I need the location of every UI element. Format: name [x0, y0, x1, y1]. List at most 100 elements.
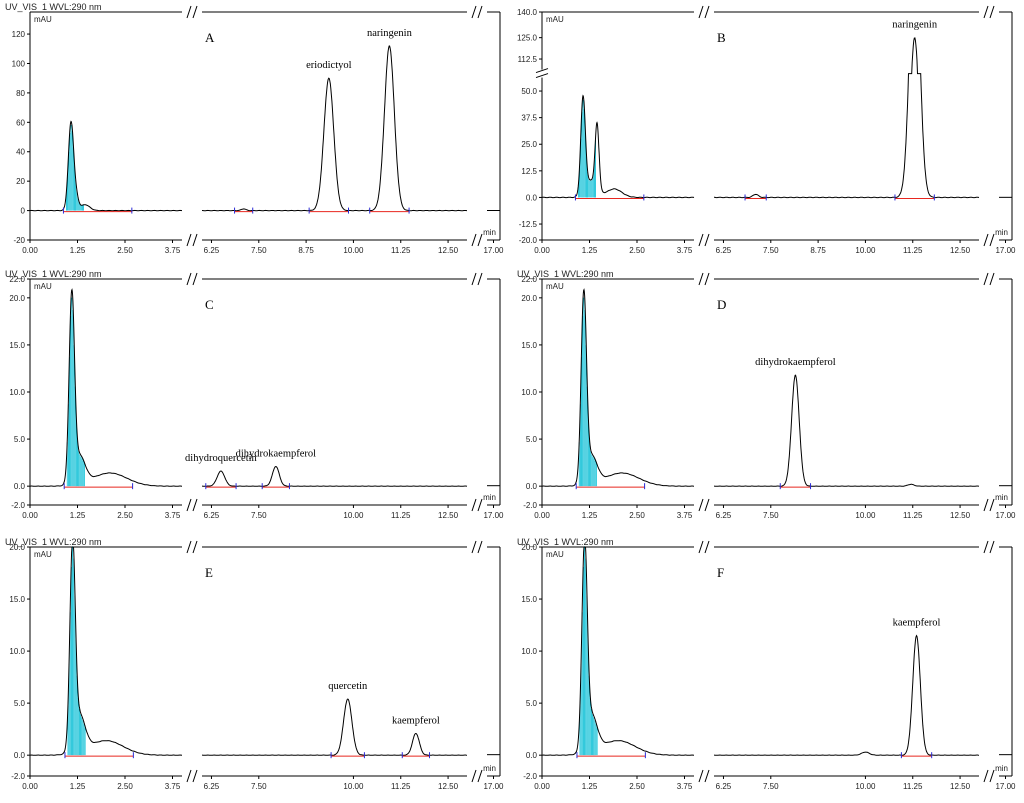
x-tick-label: 3.75	[165, 782, 181, 791]
peak-label-eriodictyol: eriodictyol	[306, 60, 352, 71]
axis-break-mark	[983, 233, 989, 247]
axis-break-mark	[989, 498, 995, 512]
x-tick-label: 7.50	[251, 511, 267, 520]
y-break-mask	[537, 69, 547, 78]
y-break-mark	[535, 73, 549, 79]
y-tick-label: 140.0	[517, 8, 538, 17]
x-tick-label: 11.25	[391, 511, 411, 520]
x-tick-label: 17.00	[483, 246, 504, 255]
y-tick-label: 15.0	[521, 595, 537, 604]
y-tick-label: -20.0	[519, 236, 538, 245]
axis-break-mark	[186, 769, 192, 783]
y-tick-label: 20.0	[521, 294, 537, 303]
axis-break-mark	[192, 540, 198, 554]
x-axis-label: min	[483, 764, 496, 773]
axis-break-mark	[477, 769, 483, 783]
peak-label-dihydrokaempferol: dihydrokaempferol	[236, 448, 317, 459]
axis-break-mark	[983, 769, 989, 783]
axis-break-mark	[186, 5, 192, 19]
y-tick-label: -12.5	[519, 220, 538, 229]
y-tick-label: 5.0	[14, 699, 26, 708]
peak-label-dihydroquercetin: dihydroquercetin	[185, 453, 257, 464]
axis-break-mark	[989, 272, 995, 286]
y-tick-label: 20	[16, 177, 25, 186]
axis-break-mark	[471, 272, 477, 286]
chart-panel-B: -20.0 -12.5 0.0 12.5 25.0 37.5 50.0 112.5 125.0 1…	[517, 5, 1016, 255]
y-tick-label: 50.0	[521, 87, 537, 96]
peak-label-naringenin: naringenin	[367, 28, 413, 39]
x-tick-label: 3.75	[677, 511, 693, 520]
x-tick-label: 6.25	[204, 511, 220, 520]
chromatogram-trace	[29, 288, 182, 487]
x-tick-label: 1.25	[582, 782, 598, 791]
y-tick-label: 0.0	[526, 193, 538, 202]
y-tick-label: 100	[12, 59, 26, 68]
axis-break-mark	[471, 233, 477, 247]
y-tick-label: 15.0	[521, 341, 537, 350]
chart-panel-D: UV_VIS_1 WVL:290 nm -2.0 0.0 5.0 10.0 15.0 20.…	[517, 269, 1016, 520]
x-tick-label: 0.00	[22, 246, 38, 255]
x-tick-label: 3.75	[677, 782, 693, 791]
x-tick-label: 12.50	[438, 511, 459, 520]
y-tick-label: 22.0	[9, 275, 25, 284]
x-axis-label: min	[995, 228, 1008, 237]
x-tick-label: 0.00	[22, 782, 38, 791]
chromatogram-trace	[714, 37, 980, 199]
x-tick-label: 7.50	[251, 782, 267, 791]
x-tick-label: 0.00	[534, 782, 550, 791]
x-tick-label: 12.50	[950, 246, 971, 255]
x-tick-label: 11.25	[903, 782, 923, 791]
x-tick-label: 7.50	[763, 246, 779, 255]
x-tick-label: 10.00	[855, 246, 876, 255]
axis-break-mark	[698, 5, 704, 19]
x-axis-label: min	[483, 493, 496, 502]
x-tick-label: 17.00	[995, 782, 1016, 791]
chromatogram-trace	[542, 94, 695, 199]
axis-break-mark	[989, 540, 995, 554]
axis-break-mark	[186, 233, 192, 247]
x-tick-label: 2.50	[629, 511, 645, 520]
axis-break-mark	[704, 233, 710, 247]
y-tick-label: 5.0	[526, 699, 538, 708]
chromatogram-trace	[541, 546, 694, 756]
x-tick-label: 17.00	[483, 511, 504, 520]
axis-break-mark	[477, 498, 483, 512]
axis-break-mark	[704, 272, 710, 286]
chart-header: UV_VIS_1 WVL:290 nm	[517, 537, 614, 547]
peak-label-dihydrokaempferol: dihydrokaempferol	[755, 357, 836, 368]
x-tick-label: 10.00	[343, 246, 364, 255]
y-axis-label: mAU	[546, 550, 564, 559]
y-tick-label: -2.0	[523, 772, 537, 781]
y-tick-label: 0.0	[14, 751, 26, 760]
axis-break-mark	[704, 540, 710, 554]
axis-break-mark	[704, 498, 710, 512]
x-tick-label: 2.50	[117, 782, 133, 791]
x-tick-label: 3.75	[677, 246, 693, 255]
y-tick-label: -2.0	[11, 772, 25, 781]
x-tick-label: 17.00	[483, 782, 504, 791]
panel-letter: C	[205, 297, 214, 312]
axis-break-mark	[186, 498, 192, 512]
y-tick-label: 10.0	[9, 647, 25, 656]
chromatogram-trace	[202, 45, 467, 212]
x-tick-label: 10.00	[855, 782, 876, 791]
y-tick-label: 125.0	[517, 34, 538, 43]
y-tick-label: 5.0	[14, 435, 26, 444]
y-tick-label: 15.0	[9, 595, 25, 604]
y-axis-label: mAU	[34, 282, 52, 291]
x-tick-label: 0.00	[534, 511, 550, 520]
axis-break-mark	[989, 233, 995, 247]
peak-label-kaempferol: kaempferol	[893, 617, 941, 628]
x-tick-label: 1.25	[582, 511, 598, 520]
y-tick-label: 120	[12, 30, 26, 39]
x-tick-label: 17.00	[995, 511, 1016, 520]
y-tick-label: 60	[16, 118, 25, 127]
x-tick-label: 0.00	[534, 246, 550, 255]
axis-break-mark	[471, 5, 477, 19]
x-tick-label: 6.25	[204, 246, 220, 255]
x-axis-label: min	[995, 493, 1008, 502]
peak-label-kaempferol: kaempferol	[392, 715, 440, 726]
chart-panel-F: UV_VIS_1 WVL:290 nm -2.0 0.0 5.0 10.0 15.0 20.…	[517, 537, 1016, 791]
axis-break-mark	[477, 540, 483, 554]
panel-letter: E	[205, 565, 213, 580]
